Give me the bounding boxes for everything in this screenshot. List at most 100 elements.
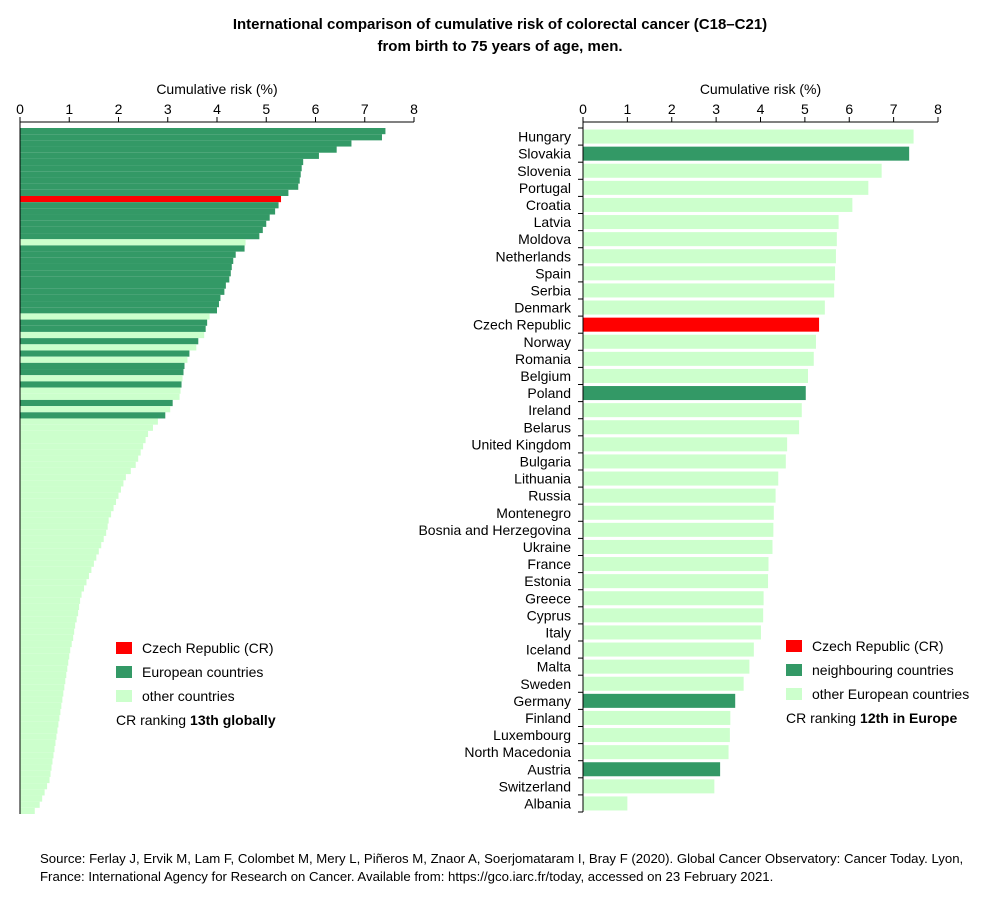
bar bbox=[20, 560, 94, 567]
bar bbox=[20, 418, 158, 425]
bar bbox=[583, 197, 853, 212]
bar bbox=[20, 393, 180, 400]
bar bbox=[20, 461, 136, 468]
x-tick-label: 3 bbox=[712, 101, 720, 117]
bar bbox=[20, 511, 112, 518]
bar bbox=[20, 542, 102, 549]
bar bbox=[20, 746, 55, 753]
category-label: Bulgaria bbox=[520, 453, 572, 469]
category-label: Bosnia and Herzegovina bbox=[418, 522, 571, 538]
bar bbox=[20, 177, 300, 184]
bar bbox=[20, 152, 319, 159]
bar bbox=[20, 504, 114, 512]
x-tick-label: 1 bbox=[65, 101, 73, 117]
bar bbox=[20, 362, 185, 370]
bar bbox=[20, 140, 352, 147]
bar bbox=[583, 557, 769, 572]
legend-label-other: other countries bbox=[142, 687, 235, 704]
bar bbox=[583, 505, 774, 520]
bar bbox=[20, 356, 188, 363]
category-label: Slovakia bbox=[518, 146, 571, 162]
legend-label-other-european: other European countries bbox=[812, 685, 970, 702]
category-label: Iceland bbox=[526, 642, 571, 658]
bar bbox=[583, 351, 814, 366]
x-axis-label: Cumulative risk (%) bbox=[700, 81, 821, 97]
bar bbox=[583, 403, 802, 418]
bar bbox=[20, 375, 183, 382]
category-label: Denmark bbox=[514, 300, 572, 316]
category-label: Albania bbox=[524, 795, 571, 811]
ranking-value: 12th in Europe bbox=[860, 709, 958, 726]
bar bbox=[20, 634, 74, 641]
category-label: Norway bbox=[524, 334, 571, 350]
category-label: Netherlands bbox=[496, 248, 572, 264]
category-label: Poland bbox=[527, 385, 571, 401]
bar bbox=[20, 350, 190, 357]
bar bbox=[20, 270, 231, 277]
bar bbox=[20, 647, 71, 654]
x-tick-label: 4 bbox=[213, 101, 221, 117]
legend-global: Czech Republic (CR) European countries o… bbox=[116, 636, 276, 732]
bar bbox=[20, 572, 89, 580]
bar bbox=[583, 659, 750, 674]
bar bbox=[583, 608, 764, 623]
bar bbox=[20, 276, 230, 283]
category-label: Ireland bbox=[528, 402, 571, 418]
category-label: Belarus bbox=[524, 419, 571, 435]
bar bbox=[20, 684, 65, 691]
bar bbox=[583, 745, 729, 760]
category-label: Finland bbox=[525, 710, 571, 726]
x-tick-label: 5 bbox=[262, 101, 270, 117]
legend-swatch-europe bbox=[116, 666, 132, 678]
bar bbox=[20, 764, 52, 771]
bar bbox=[20, 195, 282, 203]
bar bbox=[20, 430, 149, 438]
category-label: Belgium bbox=[520, 368, 571, 384]
bar bbox=[583, 454, 786, 469]
bar bbox=[20, 795, 43, 802]
x-tick-label: 2 bbox=[668, 101, 676, 117]
category-label: Czech Republic bbox=[473, 317, 571, 333]
category-label: Cyprus bbox=[527, 607, 571, 623]
x-tick-label: 7 bbox=[890, 101, 898, 117]
category-label: Lithuania bbox=[514, 471, 571, 487]
category-label: Luxembourg bbox=[493, 727, 571, 743]
bar bbox=[20, 338, 199, 345]
bar bbox=[583, 728, 730, 743]
bar bbox=[20, 486, 121, 493]
bar bbox=[20, 529, 107, 536]
bar bbox=[20, 406, 171, 413]
bar bbox=[20, 523, 108, 530]
x-tick-label: 4 bbox=[757, 101, 765, 117]
bar bbox=[583, 163, 882, 178]
bar bbox=[20, 288, 225, 295]
bar bbox=[583, 710, 731, 725]
legend-label-cr: Czech Republic (CR) bbox=[812, 637, 944, 654]
legend-swatch-cr bbox=[786, 640, 802, 652]
bar bbox=[583, 693, 736, 708]
bar bbox=[583, 249, 836, 264]
bar bbox=[20, 128, 386, 135]
bar bbox=[20, 455, 139, 462]
bar bbox=[20, 517, 109, 524]
bar bbox=[20, 282, 226, 289]
bar bbox=[20, 807, 35, 814]
bar bbox=[20, 134, 382, 141]
bar bbox=[20, 783, 48, 790]
bar bbox=[20, 424, 153, 431]
bar bbox=[20, 653, 70, 660]
bar bbox=[20, 202, 279, 209]
bar bbox=[20, 474, 126, 481]
bar bbox=[20, 770, 51, 777]
legend-swatch-other bbox=[116, 690, 132, 702]
bar bbox=[20, 183, 299, 190]
legend-label-neighbours: neighbouring countries bbox=[812, 661, 954, 678]
bar bbox=[583, 266, 836, 281]
bar bbox=[583, 300, 825, 315]
x-tick-label: 3 bbox=[164, 101, 172, 117]
category-label: Montenegro bbox=[496, 505, 571, 521]
category-label: United Kingdom bbox=[471, 436, 571, 452]
bar bbox=[20, 226, 263, 234]
x-tick-label: 0 bbox=[16, 101, 24, 117]
